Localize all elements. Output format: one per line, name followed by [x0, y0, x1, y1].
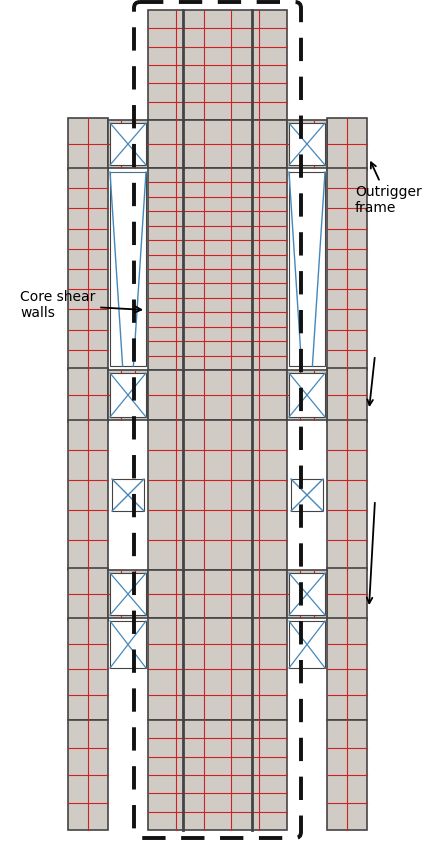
Bar — [68, 168, 108, 370]
Text: Core shear
walls: Core shear walls — [20, 290, 141, 320]
Bar — [112, 479, 144, 511]
Bar — [289, 172, 325, 366]
Bar — [148, 720, 287, 830]
Bar — [327, 368, 367, 422]
Bar — [148, 420, 287, 570]
Bar — [110, 573, 146, 615]
Bar — [110, 172, 146, 366]
Bar — [110, 123, 146, 165]
Text: Outrigger
frame: Outrigger frame — [355, 163, 422, 216]
Bar — [68, 368, 108, 422]
Bar — [327, 568, 367, 620]
Bar — [148, 570, 287, 618]
Bar — [68, 568, 108, 620]
Bar — [148, 168, 287, 370]
Bar — [327, 168, 367, 370]
Bar — [68, 118, 108, 170]
Bar — [148, 370, 287, 420]
Bar — [287, 570, 327, 618]
Bar — [68, 420, 108, 570]
Bar — [289, 573, 325, 615]
Bar — [148, 10, 287, 120]
Bar — [289, 621, 325, 668]
Bar — [110, 621, 146, 668]
Bar — [68, 618, 108, 720]
Bar — [287, 120, 327, 168]
Bar — [108, 570, 148, 618]
Bar — [110, 373, 146, 417]
Bar — [108, 120, 148, 168]
Bar — [327, 720, 367, 830]
Bar — [289, 123, 325, 165]
Bar — [108, 370, 148, 420]
Bar — [287, 370, 327, 420]
Bar — [327, 618, 367, 720]
Bar — [291, 479, 323, 511]
Bar — [68, 720, 108, 830]
Bar — [148, 618, 287, 720]
Bar — [327, 420, 367, 570]
Bar — [327, 118, 367, 170]
Bar — [289, 373, 325, 417]
Bar — [148, 120, 287, 168]
